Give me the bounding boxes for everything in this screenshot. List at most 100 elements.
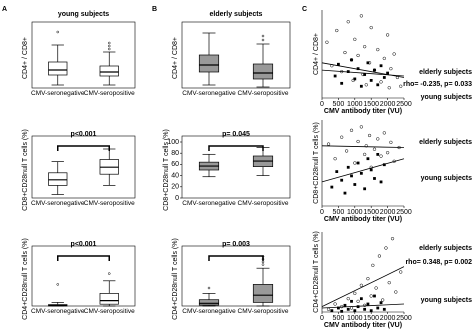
outlier (56, 283, 59, 286)
point (356, 161, 360, 165)
outlier (261, 263, 265, 266)
point (346, 165, 350, 169)
x-tick-label: 1000 (347, 209, 363, 216)
x-tick-label: CMV-seropositive (237, 308, 289, 315)
point (382, 163, 386, 167)
significance-bracket (208, 255, 264, 261)
point (330, 185, 334, 189)
point (366, 277, 370, 281)
point (359, 283, 364, 287)
y-axis-label: CD4+CD28null T cells (%) (313, 231, 320, 313)
x-tick-label: 500 (333, 209, 345, 216)
point (335, 170, 339, 173)
point (350, 174, 353, 178)
y-tick-label: 60 (171, 161, 179, 168)
trend-line (321, 158, 405, 183)
point (374, 286, 378, 290)
box (99, 65, 119, 77)
p-value: p= 0.003 (222, 241, 250, 248)
box (99, 293, 119, 305)
category-label-box: CMV-seronegative (31, 90, 84, 97)
y-tick-label: 100 (167, 139, 179, 146)
x-tick-label: CMV-seropositive (83, 200, 135, 207)
statistics: rho= 0.348, p= 0.002 (405, 259, 472, 266)
point (353, 309, 357, 313)
plot-frame (31, 135, 136, 199)
box (252, 284, 274, 303)
point (387, 281, 391, 285)
x-tick-label: 1500 (363, 101, 379, 108)
outlier (261, 34, 265, 38)
x-tick-label: 2500 (396, 315, 412, 322)
series-label: elderly subjects (419, 69, 472, 76)
x-tick-label: CMV-seronegative (31, 200, 85, 207)
y-axis-label: CD4+CD28null T cells (%) (22, 238, 29, 320)
point (399, 84, 403, 88)
point (353, 77, 357, 81)
point (335, 28, 339, 33)
plot-frame (181, 135, 291, 199)
outlier (261, 38, 265, 42)
point (387, 86, 391, 90)
panel-letter: C (302, 6, 307, 13)
point (389, 67, 393, 71)
p-value: p= 0.045 (222, 131, 250, 138)
point (369, 168, 373, 172)
outlier (108, 47, 111, 51)
statistics: rho= -0.235, p= 0.033 (403, 81, 472, 88)
point (369, 309, 373, 313)
significance-bracket (57, 255, 110, 261)
category-label-box: CMV-seropositive (238, 200, 289, 207)
x-tick-label: CMV-seropositive (83, 308, 135, 315)
point (376, 153, 380, 156)
point (340, 178, 344, 182)
point (330, 309, 334, 313)
point (359, 297, 363, 301)
plot-frame (181, 245, 291, 307)
point (363, 73, 367, 76)
point (369, 294, 373, 298)
point (359, 171, 363, 175)
x-tick-label: 0 (320, 101, 324, 108)
point (379, 64, 383, 68)
point (353, 291, 357, 295)
box (252, 63, 274, 80)
x-tick-label: CMV-seronegative (182, 308, 236, 315)
point (382, 76, 386, 79)
x-tick-label: CMV-seronegative (182, 200, 236, 207)
point (356, 53, 360, 58)
plot-frame (181, 21, 291, 89)
x-tick-label: 2000 (380, 101, 396, 108)
point (382, 56, 386, 61)
point (346, 20, 350, 24)
y-axis-label: CD4+ / CD8+ (22, 37, 29, 79)
point (325, 40, 329, 44)
category-label-box: CMV-seropositive (238, 90, 289, 97)
point (394, 290, 398, 294)
point (379, 80, 383, 84)
trend-line (321, 145, 405, 148)
outlier (108, 44, 111, 48)
x-axis-label: CMV antibody titer (VU) (324, 216, 402, 223)
point (364, 83, 368, 87)
panel-letter: A (2, 6, 7, 13)
category-label-box: CMV-seronegative (182, 200, 236, 207)
y-axis-label: CD8+CD28null T cells (%) (313, 122, 320, 204)
x-axis-label: CMV antibody titer (VU) (324, 322, 402, 329)
point (364, 144, 368, 148)
y-axis-label: CD4+ / CD8+ (172, 37, 179, 79)
category-label-box: CMV-seropositive (83, 90, 135, 97)
category-label-box: CMV-seropositive (83, 200, 135, 207)
category-label-box: CMV-seronegative (182, 308, 236, 315)
point (366, 157, 370, 161)
point (356, 305, 360, 309)
x-tick-label: CMV-seropositive (83, 90, 135, 97)
column-title: elderly subjects (210, 11, 263, 18)
point (356, 139, 360, 144)
point (356, 299, 360, 303)
point (385, 151, 390, 155)
category-label-box: CMV-seropositive (237, 308, 289, 315)
box (48, 172, 68, 186)
point (343, 191, 347, 195)
